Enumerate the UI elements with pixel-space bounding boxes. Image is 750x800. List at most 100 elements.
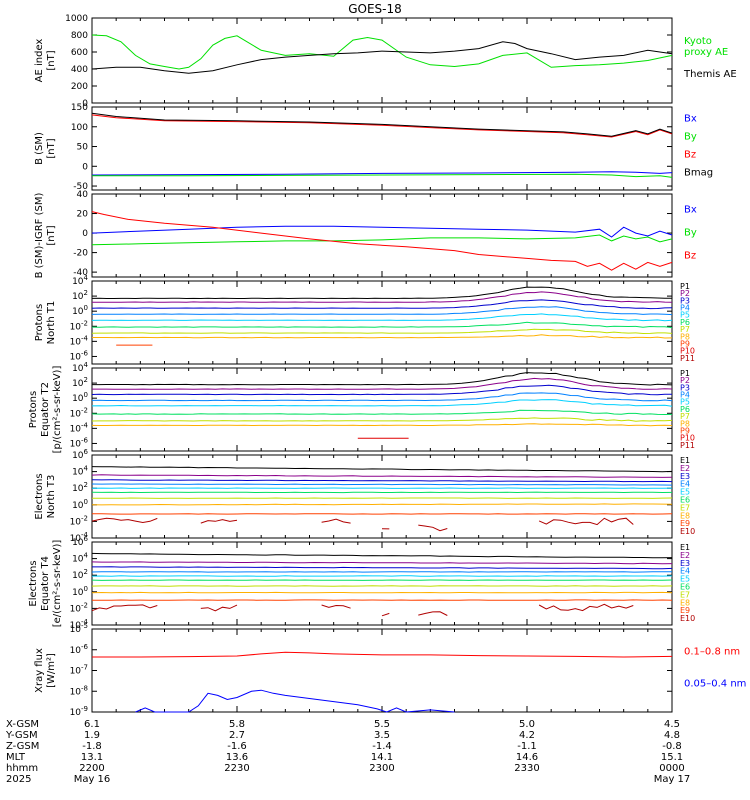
y-axis-label: B (SM)-IGRF (SM): [34, 193, 45, 279]
y-tick-label: 10-2: [70, 514, 88, 527]
y-axis-label: AE index: [34, 39, 45, 83]
legend-entry: P2: [680, 289, 690, 298]
legend-entry: E2: [680, 464, 690, 473]
series-p6-line: [91, 321, 673, 329]
y-axis-label: [e/(cm²-s-sr-keV)]: [52, 540, 63, 628]
y-axis-label: [nT]: [46, 225, 57, 245]
series-p5-line: [91, 399, 673, 407]
footer-row-label: X-GSM: [6, 719, 39, 730]
y-tick-label: 102: [72, 289, 88, 302]
series-e10-line: [321, 518, 351, 524]
y-tick-label: 20: [77, 210, 89, 220]
y-tick-label: 10-6: [70, 643, 89, 656]
footer-value: 5.8: [229, 719, 245, 730]
footer-value: 13.6: [226, 752, 248, 763]
footer-value: -1.6: [227, 741, 247, 752]
footer-value: 2230: [224, 763, 249, 774]
y-axis-label: Protons: [28, 391, 39, 428]
legend-entry: P3: [680, 296, 690, 305]
series-bz-line: [91, 211, 673, 271]
y-tick-label: 10-2: [70, 319, 88, 332]
series-p2-line: [92, 377, 673, 390]
footer-value: 2300: [369, 763, 394, 774]
series-p2-line: [91, 291, 673, 303]
y-tick-label: 104: [72, 552, 88, 565]
footer-value: 4.8: [664, 730, 680, 741]
y-tick-label: 106: [72, 448, 88, 461]
y-tick-label: 10-4: [70, 421, 89, 434]
legend-entry: P1: [680, 282, 690, 291]
series-by-line: [91, 234, 673, 246]
y-axis-label: Electrons: [34, 473, 45, 519]
legend-entry: proxy AE: [684, 47, 728, 58]
legend-entry: E9: [680, 606, 690, 615]
series-p4-line: [91, 306, 673, 316]
footer-value: -1.4: [372, 741, 392, 752]
legend-entry: P7: [680, 325, 690, 334]
footer-row-label: 2025: [6, 774, 31, 785]
y-tick-label: -50: [73, 182, 88, 192]
y-tick-label: 10-2: [70, 601, 88, 614]
footer-value: 0000: [659, 763, 684, 774]
y-axis-label: [nT]: [46, 50, 57, 70]
y-tick-label: 10-6: [70, 349, 89, 362]
y-tick-label: 10-7: [70, 664, 88, 677]
y-tick-label: 10-4: [70, 334, 89, 347]
legend-entry: E6: [680, 496, 690, 505]
series-e10-line: [418, 524, 448, 532]
legend-entry: Themis AE: [683, 69, 737, 80]
panel-1: 1000 800 600 400 200 0 AE index [nT] Kyotoproxy …: [34, 14, 737, 109]
series-p4-line: [91, 392, 673, 402]
y-axis-label: Protons: [34, 304, 45, 341]
y-tick-label: 0: [82, 229, 88, 239]
legend-entry: By: [684, 228, 697, 239]
legend-entry: E4: [680, 567, 690, 576]
panel-frame: [91, 106, 673, 191]
footer-value: 3.5: [374, 730, 390, 741]
legend-entry: P8: [680, 419, 690, 428]
series-e10-line: [418, 611, 448, 616]
series-e10-line: [200, 519, 238, 524]
legend-entry: By: [684, 131, 697, 142]
y-axis-label: Equator T4: [40, 556, 51, 611]
y-axis-label: Equator T2: [40, 382, 51, 437]
legend-entry: E7: [680, 590, 690, 599]
legend-entry: 0.05–0.4 nm: [684, 678, 746, 689]
footer-row-label: Y-GSM: [5, 730, 38, 741]
legend-entry: E4: [680, 480, 690, 489]
series-e8-line: [91, 503, 673, 506]
legend-entry: E8: [680, 511, 690, 520]
footer-value: -1.8: [82, 741, 102, 752]
footer-value: May 17: [654, 774, 691, 785]
legend-entry: P5: [680, 398, 690, 407]
legend-entry: E5: [680, 575, 690, 584]
panel-3: 40 20 0 -20 -40 B (SM)-IGRF (SM) [nT] Bx By Bz: [34, 190, 697, 278]
footer-value: 2330: [514, 763, 539, 774]
y-tick-label: 600: [71, 48, 88, 58]
legend-entry: E5: [680, 488, 690, 497]
legend-entry: Bmag: [684, 168, 713, 179]
y-tick-label: -40: [73, 268, 88, 278]
legend-entry: P5: [680, 311, 690, 320]
legend-entry: E3: [680, 472, 690, 481]
series-by-line: [92, 173, 673, 178]
y-axis-label: [p/(cm²-s-sr-keV)]: [52, 366, 63, 454]
series-e2-line: [91, 474, 673, 478]
series-e1-line: [91, 466, 673, 473]
series-p1-line: [92, 372, 673, 386]
legend-entry: P6: [680, 318, 690, 327]
series-bx-line: [91, 171, 673, 176]
y-tick-label: 0: [82, 99, 88, 109]
series-e10-line: [538, 603, 634, 612]
series-e2-line: [91, 561, 673, 565]
panel-frame: [91, 193, 673, 278]
panel-frame: [91, 628, 673, 713]
y-tick-label: 106: [72, 535, 88, 548]
series-p7-line: [91, 328, 673, 335]
series-bx-line: [91, 225, 673, 238]
legend-entry: P10: [680, 347, 695, 356]
y-tick-label: 102: [72, 376, 88, 389]
series-e4-line: [91, 483, 673, 486]
footer-value: 5.0: [519, 719, 535, 730]
legend-entry: P9: [680, 339, 690, 348]
